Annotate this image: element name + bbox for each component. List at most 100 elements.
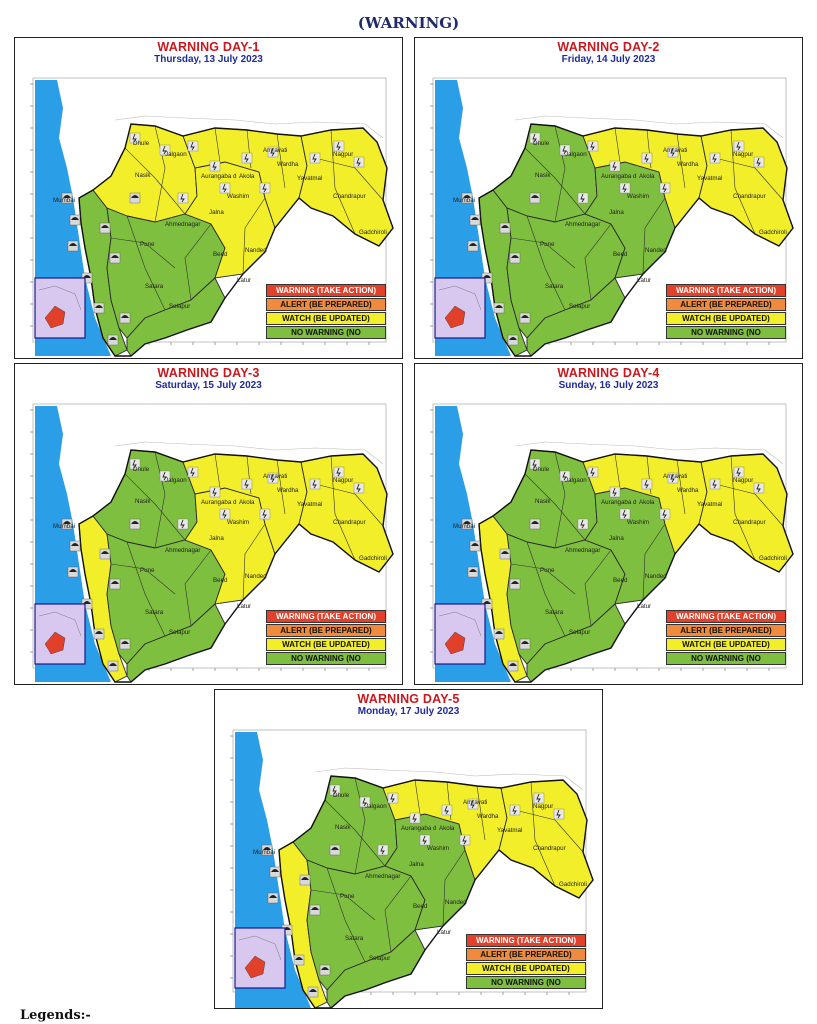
place-label: Nagpur	[333, 151, 353, 158]
place-label: Nasik	[335, 824, 351, 831]
lightning-icon	[259, 182, 271, 194]
umbrella-icon	[61, 518, 73, 530]
place-label: Wardha	[277, 487, 299, 494]
district-boundary	[714, 157, 784, 201]
legend-no-warning: NO WARNING (NO	[666, 326, 786, 339]
maharashtra-outline	[78, 449, 394, 683]
panel-date: Monday, 17 July 2023	[357, 706, 460, 717]
place-label: Amravati	[463, 799, 487, 806]
maharashtra-outline	[278, 775, 594, 1009]
lightning-icon	[333, 466, 345, 478]
legend-alert: ALERT (BE PREPARED)	[266, 298, 386, 311]
place-label: Ahmednagar	[365, 873, 400, 880]
legend-watch: WATCH (BE UPDATED)	[266, 638, 386, 651]
place-label: Wardha	[477, 813, 499, 820]
umbrella-icon	[461, 518, 473, 530]
place-label: Solapur	[569, 629, 590, 636]
umbrella-icon	[329, 844, 341, 856]
lightning-icon	[709, 478, 721, 490]
panel-title: WARNING DAY-3	[157, 366, 260, 380]
umbrella-icon	[467, 240, 479, 252]
panel-title: WARNING DAY-5	[357, 692, 460, 706]
umbrella-icon	[129, 192, 141, 204]
place-label: Beed	[213, 577, 228, 584]
lightning-icon	[733, 140, 745, 152]
lightning-icon	[619, 182, 631, 194]
place-label: Chandrapur	[533, 845, 566, 852]
legend-box: WARNING (TAKE ACTION) ALERT (BE PREPARED…	[666, 610, 786, 666]
legend-warning: WARNING (TAKE ACTION)	[666, 284, 786, 297]
legend-alert: ALERT (BE PREPARED)	[266, 624, 386, 637]
place-label: Chandrapur	[333, 193, 366, 200]
district-boundary	[526, 215, 566, 311]
place-label: Nagpur	[533, 803, 553, 810]
place-label: Yavatmal	[697, 175, 722, 182]
place-label: Jalgaon	[565, 151, 587, 158]
place-label: Dhule	[333, 792, 350, 799]
umbrella-icon	[493, 302, 505, 314]
panel-title: WARNING DAY-2	[557, 40, 660, 54]
umbrella-icon	[129, 518, 141, 530]
lightning-icon	[409, 812, 421, 824]
district-boundary	[554, 125, 566, 223]
legend-watch: WATCH (BE UPDATED)	[466, 962, 586, 975]
inset-map	[434, 277, 486, 339]
district-boundary	[330, 129, 356, 235]
panel-date: Friday, 14 July 2023	[561, 54, 656, 65]
place-label: Amravati	[663, 473, 687, 480]
lightning-icon	[377, 844, 389, 856]
lightning-icon	[267, 472, 279, 484]
umbrella-icon	[307, 986, 319, 998]
warning-day-3-panel: Mumbai Nasik Pune Satara Jalgaon Amravati Nagp…	[14, 363, 403, 685]
umbrella-icon	[107, 660, 119, 672]
umbrella-icon	[493, 628, 505, 640]
district-boundary	[514, 809, 584, 853]
place-label: Nanded	[245, 573, 267, 580]
umbrella-icon	[481, 272, 493, 284]
district-boundary	[276, 133, 286, 189]
umbrella-icon	[509, 578, 521, 590]
place-label: Latur	[237, 277, 251, 284]
district-boundary	[314, 157, 384, 201]
place-label: Yavatmal	[297, 175, 322, 182]
lightning-icon	[641, 152, 653, 164]
panel-title: WARNING DAY-4	[557, 366, 660, 380]
lightning-icon	[659, 508, 671, 520]
lightning-icon	[259, 508, 271, 520]
place-label: Wardha	[277, 161, 299, 168]
district-boundary	[184, 223, 212, 301]
place-label: Amravati	[263, 473, 287, 480]
umbrella-icon	[107, 334, 119, 346]
lightning-icon	[209, 486, 221, 498]
district-boundary	[330, 455, 356, 561]
umbrella-icon	[519, 312, 531, 324]
district-boundary	[384, 875, 412, 953]
lightning-icon	[467, 798, 479, 810]
district-boundary	[126, 541, 166, 637]
place-label: Nanded	[245, 247, 267, 254]
inset-map	[434, 603, 486, 665]
district-boundary	[310, 889, 376, 921]
district-boundary	[242, 197, 266, 275]
place-label: Dhule	[533, 140, 550, 147]
district-boundary	[614, 453, 621, 489]
place-label: Ahmednagar	[165, 547, 200, 554]
lightning-icon	[553, 808, 565, 820]
umbrella-icon	[319, 964, 331, 976]
place-label: Jalna	[209, 209, 224, 216]
legend-box: WARNING (TAKE ACTION) ALERT (BE PREPARED…	[466, 934, 586, 990]
legend-warning: WARNING (TAKE ACTION)	[666, 610, 786, 623]
place-label: Jalgaon	[165, 151, 187, 158]
lightning-icon	[309, 152, 321, 164]
umbrella-icon	[69, 540, 81, 552]
district-boundary	[184, 549, 212, 627]
district-boundary	[414, 779, 421, 815]
lightning-icon	[667, 146, 679, 158]
legend-no-warning: NO WARNING (NO	[666, 652, 786, 665]
place-label: Chandrapur	[733, 193, 766, 200]
district-boundary	[642, 523, 666, 601]
place-label: Pune	[340, 893, 355, 900]
umbrella-icon	[299, 874, 311, 886]
place-label: Nasik	[535, 498, 551, 505]
panel-date: Saturday, 15 July 2023	[155, 380, 262, 391]
